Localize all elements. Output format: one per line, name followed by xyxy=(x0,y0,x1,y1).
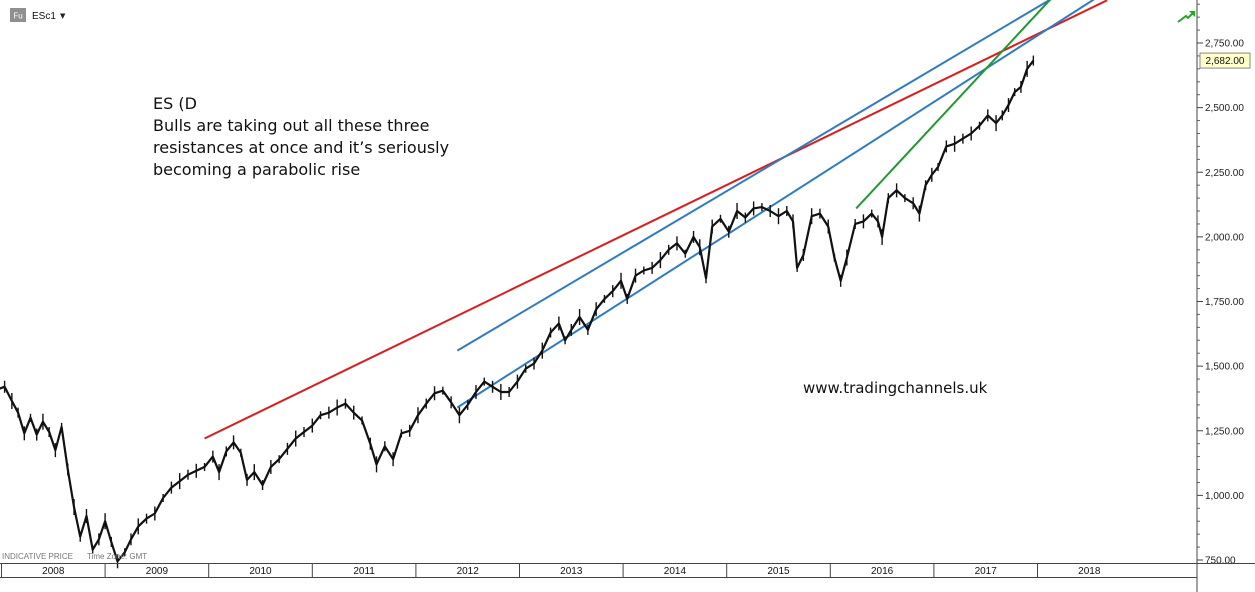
trendlines xyxy=(204,0,1108,440)
y-tick-label: 1,500.00 xyxy=(1205,362,1244,373)
y-tick-label: 2,250.00 xyxy=(1205,168,1244,179)
indicative-price-label: INDICATIVE PRICE xyxy=(2,552,73,561)
trendline-resistance xyxy=(204,0,1108,440)
x-tick-label: 2008 xyxy=(42,566,65,577)
symbol-name: ESc1 xyxy=(32,11,56,22)
y-tick-label: 1,000.00 xyxy=(1205,491,1244,502)
futures-badge-icon xyxy=(10,8,26,22)
annotation-line: resistances at once and it’s seriously xyxy=(153,138,449,157)
annotation: ES (D Bulls are taking out all these thr… xyxy=(153,94,449,179)
trendline-parabolic xyxy=(855,0,1052,210)
x-tick-label: 2010 xyxy=(249,566,272,577)
x-tick-label: 2011 xyxy=(353,566,375,577)
trendline-channel-upper xyxy=(456,0,1052,352)
x-tick-label: 2015 xyxy=(767,566,790,577)
watermark-url: www.tradingchannels.uk xyxy=(803,379,988,397)
futures-badge-text: Fu xyxy=(13,12,22,21)
last-price-marker: 2,682.00 xyxy=(1199,52,1251,69)
x-tick-label: 2012 xyxy=(457,566,480,577)
x-tick-label: 2017 xyxy=(975,566,998,577)
timezone-label: Time Zone: GMT xyxy=(87,552,147,561)
x-axis: 2008 2009 2010 2011 2012 2013 2014 2015 2016 2017… xyxy=(1,563,1101,577)
chevron-down-icon[interactable]: ▼ xyxy=(60,12,66,20)
annotation-line: ES (D xyxy=(153,94,197,113)
symbol-selector[interactable]: Fu ESc1 ▼ xyxy=(10,8,66,22)
trend-up-icon xyxy=(1177,11,1195,23)
y-tick-label: 2,000.00 xyxy=(1205,232,1244,243)
y-tick-label: 1,250.00 xyxy=(1205,426,1244,437)
y-tick-label: 2,500.00 xyxy=(1205,103,1244,114)
x-tick-label: 2009 xyxy=(146,566,169,577)
x-tick-label: 2018 xyxy=(1078,566,1101,577)
annotation-line: becoming a parabolic rise xyxy=(153,160,360,179)
y-tick-label: 1,750.00 xyxy=(1205,297,1244,308)
y-tick-label: 750.00 xyxy=(1205,556,1236,567)
y-axis: 750.00 1,000.00 1,250.00 1,500.00 1,750.00 2,… xyxy=(1197,3,1244,567)
y-tick-label: 2,750.00 xyxy=(1205,39,1244,50)
x-tick-label: 2014 xyxy=(664,566,687,577)
annotation-line: Bulls are taking out all these three xyxy=(153,116,429,135)
x-tick-label: 2013 xyxy=(560,566,583,577)
x-tick-label: 2016 xyxy=(871,566,894,577)
last-price-label: 2,682.00 xyxy=(1206,56,1245,67)
price-series xyxy=(0,55,1035,569)
